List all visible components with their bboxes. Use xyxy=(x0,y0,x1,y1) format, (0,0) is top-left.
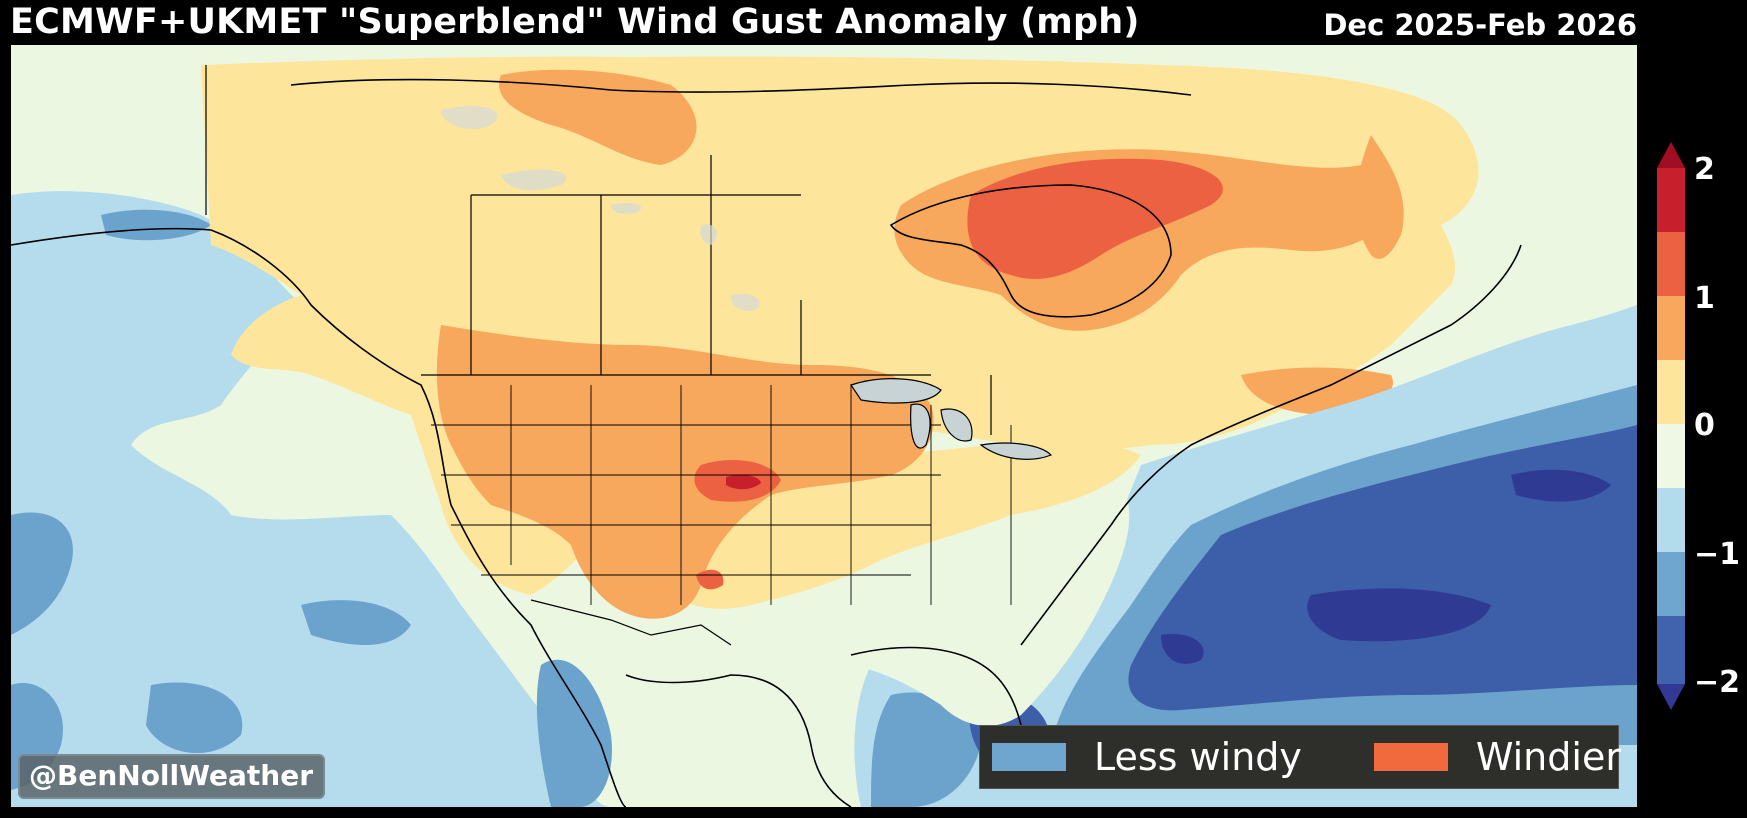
north-canada-moderate-positive xyxy=(499,69,697,165)
hudson-positive-core xyxy=(967,158,1223,279)
colorbar-band xyxy=(1657,168,1685,232)
colorbar-min-arrow xyxy=(1657,684,1685,710)
colorbar-band xyxy=(1657,360,1685,424)
colorbar-tick-0: 0 xyxy=(1694,408,1715,443)
quebec-moderate-positive xyxy=(1356,135,1404,259)
colorbar-tick-neg2: −2 xyxy=(1694,665,1741,700)
pacific-moderate-negative-2 xyxy=(101,209,211,241)
colorbar-band xyxy=(1657,616,1685,684)
map-canvas xyxy=(11,45,1637,807)
pacific-moderate-negative-3 xyxy=(301,600,411,645)
colorbar-band xyxy=(1657,232,1685,296)
colorbar xyxy=(1657,142,1685,710)
colorbar-max-arrow xyxy=(1657,142,1685,168)
colorbar-band xyxy=(1657,424,1685,488)
legend-item-less-windy: Less windy xyxy=(992,735,1302,779)
state-borders xyxy=(431,385,1012,605)
lake-outlines xyxy=(441,105,760,311)
coastlines xyxy=(11,78,1522,807)
colorbar-tick-1: 1 xyxy=(1694,281,1715,316)
colorbar-band xyxy=(1657,552,1685,616)
legend: Less windy Windier xyxy=(979,725,1621,789)
windier-swatch xyxy=(1373,743,1448,771)
atlantic-strong-negative-1 xyxy=(1307,588,1491,642)
pacific-slight-negative-region xyxy=(11,191,611,807)
less-windy-swatch xyxy=(992,743,1066,771)
wyoming-strong-core xyxy=(726,475,761,490)
colorbar-band xyxy=(1657,296,1685,360)
southeast-us-neutral xyxy=(771,485,1130,726)
atlantic-negative-region xyxy=(1128,425,1637,711)
great-lakes xyxy=(850,378,1053,460)
legend-item-windier: Windier xyxy=(1373,735,1621,779)
map-title: ECMWF+UKMET "Superblend" Wind Gust Anoma… xyxy=(10,2,1140,42)
plains-moderate-positive-region xyxy=(436,325,934,619)
watermark: @BenNollWeather xyxy=(18,754,326,799)
colorbar-band xyxy=(1657,488,1685,552)
anomaly-map: @BenNollWeather Less windy Windier xyxy=(11,45,1637,807)
atlantic-strong-negative-2 xyxy=(1161,634,1204,664)
pacific-moderate-negative-5 xyxy=(536,659,612,807)
colorbar-tick-2: 2 xyxy=(1694,152,1715,187)
atlantic-strong-negative-3 xyxy=(1511,469,1611,502)
date-range: Dec 2025-Feb 2026 xyxy=(1323,8,1637,42)
country-borders xyxy=(205,65,992,646)
less-windy-label: Less windy xyxy=(1094,735,1302,779)
gulf-moderate-negative xyxy=(871,692,981,807)
colorbar-tick-neg1: −1 xyxy=(1694,537,1741,572)
pacific-moderate-negative-4 xyxy=(146,682,243,754)
pacific-moderate-negative-1 xyxy=(11,512,73,635)
windier-label: Windier xyxy=(1475,735,1621,779)
